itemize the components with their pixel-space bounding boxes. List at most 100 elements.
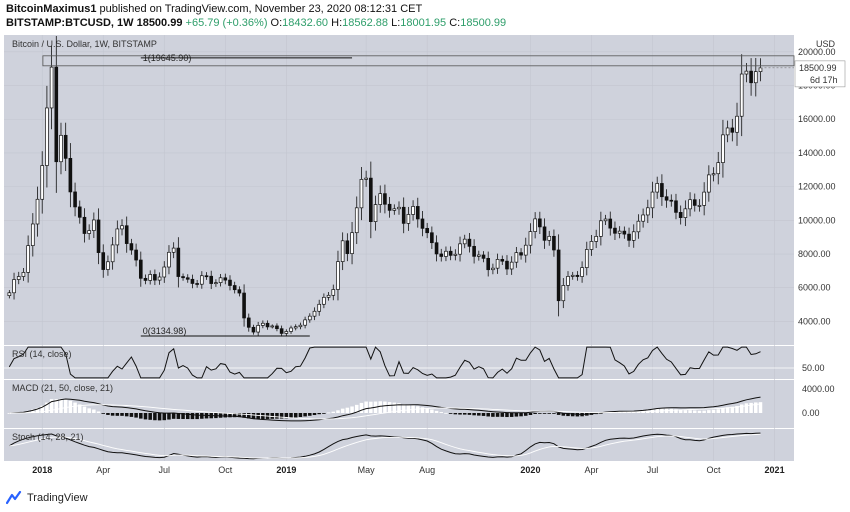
candle bbox=[218, 277, 223, 284]
time-tick-label: Jul bbox=[647, 465, 659, 475]
chart-svg[interactable]: 4000.00 6000.00 8000.00 10000.00 12000.00 140… bbox=[4, 33, 846, 483]
candle bbox=[7, 292, 12, 297]
o-label: O: bbox=[270, 17, 283, 29]
macd-histogram-bar bbox=[735, 406, 739, 413]
candle bbox=[613, 227, 617, 234]
time-tick-label: May bbox=[358, 465, 376, 475]
price-tick-label: 20000.00 bbox=[798, 47, 836, 57]
candle bbox=[415, 206, 420, 220]
candle bbox=[420, 218, 425, 229]
candle bbox=[45, 107, 49, 166]
time-tick-label: Apr bbox=[96, 465, 110, 475]
chart-area[interactable]: 4000.00 6000.00 8000.00 10000.00 12000.00 140… bbox=[4, 33, 846, 483]
macd-histogram-bar bbox=[115, 413, 120, 416]
macd-histogram-bar bbox=[730, 406, 735, 413]
candle bbox=[373, 204, 378, 222]
candle bbox=[298, 324, 303, 328]
candle bbox=[12, 279, 16, 294]
candle bbox=[293, 326, 298, 329]
candle bbox=[599, 220, 603, 237]
candle bbox=[744, 70, 749, 75]
h-label: H: bbox=[331, 17, 343, 29]
macd-histogram-bar bbox=[453, 413, 458, 415]
macd-histogram-bar bbox=[401, 404, 406, 413]
fib-level-low-label: 0(3134.98) bbox=[143, 326, 187, 336]
candle bbox=[171, 247, 176, 253]
author-name[interactable]: BitcoinMaximus1 bbox=[6, 3, 97, 15]
candle bbox=[167, 251, 171, 268]
tradingview-logo-icon[interactable] bbox=[6, 491, 22, 505]
macd-histogram-bar bbox=[167, 413, 171, 420]
candle bbox=[486, 257, 491, 271]
candle bbox=[509, 261, 514, 270]
macd-histogram-bar bbox=[223, 413, 228, 418]
candle bbox=[570, 274, 575, 277]
candle bbox=[584, 249, 589, 268]
candle bbox=[397, 206, 401, 210]
macd-histogram-bar bbox=[547, 413, 551, 414]
macd-histogram-bar bbox=[707, 410, 711, 413]
candle bbox=[481, 254, 486, 259]
candle bbox=[16, 276, 21, 280]
macd-histogram-bar bbox=[397, 403, 401, 413]
fib-levels bbox=[42, 55, 795, 337]
candle bbox=[566, 276, 570, 286]
macd-histogram-bar bbox=[54, 399, 59, 413]
macd-histogram-bar bbox=[298, 413, 303, 418]
macd-tick-label: 4000.00 bbox=[802, 384, 835, 394]
candle bbox=[204, 275, 209, 278]
candle bbox=[721, 134, 725, 163]
o-value: 18432.60 bbox=[282, 17, 329, 29]
macd-histogram-bar bbox=[35, 407, 40, 413]
candle bbox=[331, 289, 336, 296]
candle bbox=[77, 206, 82, 218]
candle bbox=[317, 303, 321, 312]
candle bbox=[758, 67, 763, 73]
candle bbox=[678, 212, 683, 218]
macd-histogram-bar bbox=[439, 412, 444, 413]
macd-histogram-bar bbox=[322, 413, 326, 414]
macd-label: MACD (21, 50, close, 21) bbox=[12, 383, 113, 393]
macd-histogram-bar bbox=[143, 413, 148, 420]
candle bbox=[575, 274, 580, 277]
candle bbox=[462, 238, 467, 245]
candle bbox=[54, 66, 59, 163]
currency-label: USD bbox=[816, 39, 836, 49]
brand-label[interactable]: TradingView bbox=[27, 492, 88, 504]
candle bbox=[636, 220, 641, 233]
macd-histogram-bar bbox=[354, 404, 359, 413]
candle bbox=[387, 203, 392, 211]
candle bbox=[725, 127, 730, 136]
macd-histogram-bar bbox=[392, 402, 397, 413]
candle bbox=[322, 296, 326, 305]
macd-histogram-bar bbox=[570, 413, 575, 417]
chart-title: Bitcoin / U.S. Dollar, 1W, BITSTAMP bbox=[12, 39, 157, 49]
macd-histogram-bar bbox=[533, 413, 537, 415]
macd-histogram-bar bbox=[711, 409, 716, 413]
macd-histogram-bar bbox=[566, 413, 570, 417]
candle bbox=[162, 266, 167, 278]
c-label: C: bbox=[449, 17, 461, 29]
fib-level-high-label: 1(19645.90) bbox=[143, 53, 192, 63]
candle bbox=[589, 241, 594, 250]
price-change: +65.79 (+0.36%) bbox=[185, 17, 268, 29]
macd-histogram-bar bbox=[303, 413, 307, 417]
time-tick-label: Apr bbox=[584, 465, 598, 475]
macd-histogram-bar bbox=[200, 413, 204, 419]
candle bbox=[354, 207, 359, 234]
candle bbox=[185, 277, 190, 280]
candle bbox=[82, 216, 87, 234]
candle bbox=[143, 277, 148, 281]
candle bbox=[716, 162, 721, 175]
candle bbox=[622, 230, 627, 235]
macd-histogram-bar bbox=[481, 413, 486, 416]
macd-tick-label: 0.00 bbox=[802, 408, 820, 418]
candle bbox=[63, 134, 68, 159]
macd-histogram-bar bbox=[73, 402, 77, 413]
macd-histogram-bar bbox=[251, 413, 256, 419]
time-tick-label: Aug bbox=[419, 465, 435, 475]
macd-histogram-bar bbox=[124, 413, 129, 417]
l-value: 18001.95 bbox=[400, 17, 447, 29]
candle bbox=[448, 250, 453, 256]
candle bbox=[101, 252, 106, 270]
